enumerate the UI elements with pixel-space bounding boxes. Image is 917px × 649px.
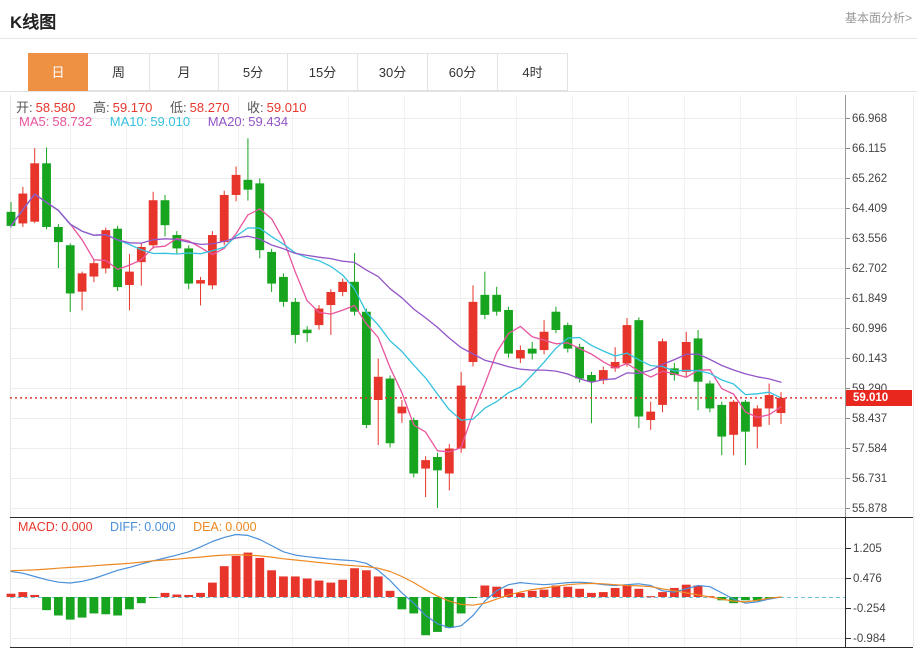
ma10-value: MA10: 59.010 [109,114,191,129]
fundamental-analysis-link[interactable]: 基本面分析> [844,11,912,25]
svg-text:63.556: 63.556 [852,233,887,245]
macd-value: MACD: 0.000 [18,520,93,534]
tab-30min[interactable]: 30分 [358,53,428,91]
svg-text:66.115: 66.115 [852,143,886,155]
close-value: 收: 59.010 [247,100,307,115]
current-price-badge: 59.010 [846,390,912,406]
tab-5min[interactable]: 5分 [219,53,288,91]
svg-text:56.731: 56.731 [852,473,887,485]
tabbar-baseline [0,91,917,92]
diff-value: DIFF: 0.000 [110,520,176,534]
page-title: K线图 [10,13,57,32]
svg-text:65.262: 65.262 [852,173,887,185]
tab-day[interactable]: 日 [28,53,88,91]
svg-text:-0.254: -0.254 [853,603,886,615]
svg-text:57.584: 57.584 [852,443,888,455]
svg-text:1.205: 1.205 [853,543,882,555]
svg-text:55.878: 55.878 [852,503,887,515]
svg-text:60.996: 60.996 [852,323,887,335]
high-value: 高: 59.170 [93,100,153,115]
ma-legend: MA5: 58.732 MA10: 59.010 MA20: 59.434 [19,114,302,129]
svg-text:61.849: 61.849 [852,293,887,305]
svg-text:0.476: 0.476 [853,573,882,585]
macd-legend: MACD: 0.000 DIFF: 0.000 DEA: 0.000 [18,520,271,534]
svg-text:66.968: 66.968 [852,113,887,125]
tab-15min[interactable]: 15分 [288,53,358,91]
svg-text:62.702: 62.702 [852,263,887,275]
tab-4hour[interactable]: 4时 [498,53,568,91]
ohlc-legend: 开: 58.580 高: 59.170 低: 58.270 收: 59.010 [16,97,320,116]
low-value: 低: 58.270 [170,100,230,115]
ma5-value: MA5: 58.732 [19,114,93,129]
dea-value: DEA: 0.000 [193,520,257,534]
tab-week[interactable]: 周 [88,53,150,91]
svg-text:-0.984: -0.984 [853,633,886,645]
svg-text:58.437: 58.437 [852,413,887,425]
period-tabbar: 日 周 月 5分 15分 30分 60分 4时 [28,53,568,91]
svg-text:60.143: 60.143 [852,353,887,365]
header: K线图 基本面分析> [0,0,917,39]
tab-60min[interactable]: 60分 [428,53,498,91]
open-value: 开: 58.580 [16,100,76,115]
svg-text:64.409: 64.409 [852,203,887,215]
tab-month[interactable]: 月 [150,53,219,91]
ma20-value: MA20: 59.434 [207,114,289,129]
